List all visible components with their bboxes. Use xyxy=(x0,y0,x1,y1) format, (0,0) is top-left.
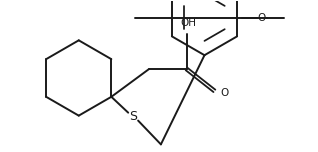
Text: OH: OH xyxy=(181,18,197,28)
Text: O: O xyxy=(258,12,266,22)
Text: S: S xyxy=(129,110,137,123)
Text: O: O xyxy=(220,88,229,98)
